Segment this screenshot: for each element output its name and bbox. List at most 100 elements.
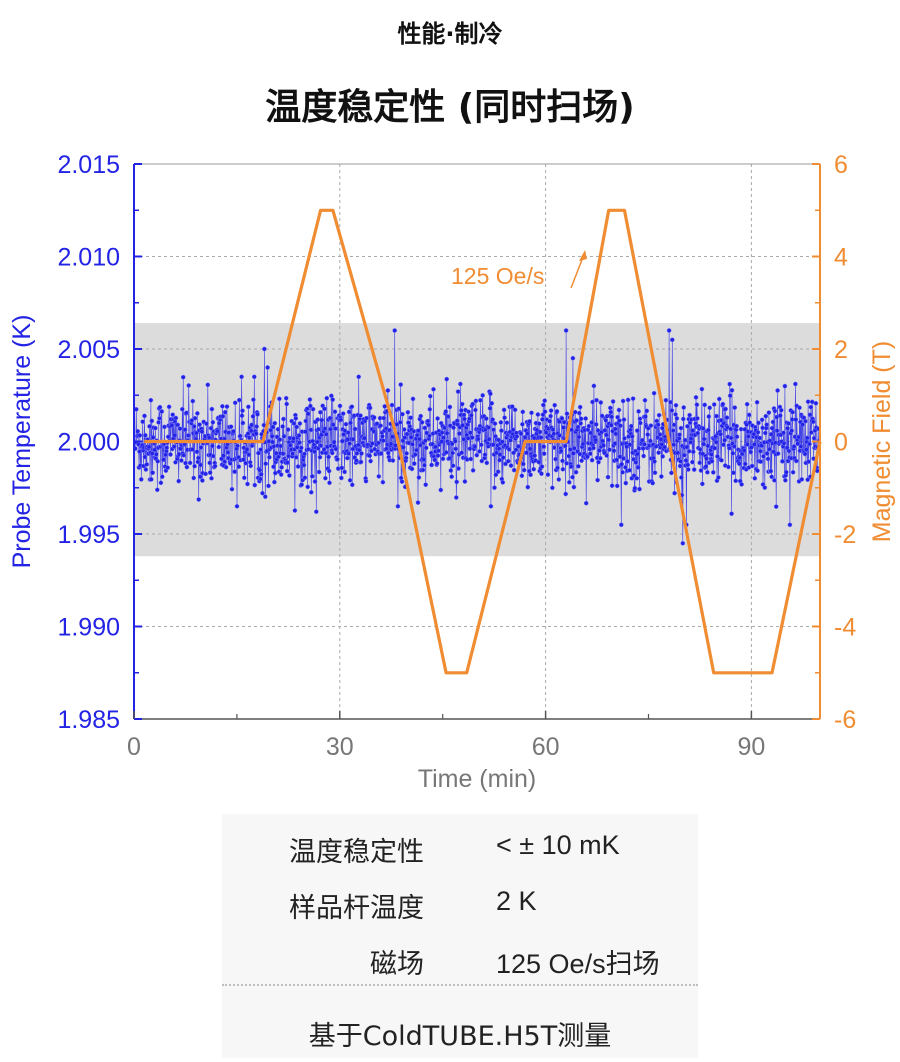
- temperature-point: [401, 444, 406, 450]
- temperature-point: [527, 446, 533, 452]
- temperature-point: [220, 403, 225, 409]
- temperature-point: [796, 434, 801, 440]
- temperature-point: [293, 454, 299, 460]
- temperature-point: [358, 459, 364, 465]
- temperature-point: [619, 461, 625, 467]
- temperature-point: [781, 440, 787, 446]
- temperature-point: [627, 467, 632, 473]
- temperature-point: [492, 485, 497, 491]
- temperature-point: [389, 402, 395, 408]
- temperature-point: [499, 428, 504, 434]
- temperature-point: [224, 404, 230, 409]
- temperature-point: [531, 466, 537, 472]
- temperature-point: [539, 471, 544, 477]
- temperature-point: [239, 413, 245, 419]
- temperature-point: [480, 393, 486, 398]
- temperature-point: [763, 413, 769, 419]
- temperature-point: [243, 460, 249, 466]
- temperature-point: [448, 468, 454, 473]
- temperature-point: [513, 447, 519, 453]
- temperature-point: [637, 486, 642, 492]
- temperature-point: [598, 400, 604, 405]
- temperature-point: [790, 469, 796, 475]
- temperature-point: [414, 432, 420, 438]
- temperature-point: [338, 417, 344, 423]
- temperature-point: [719, 457, 724, 463]
- temperature-point: [691, 467, 697, 472]
- temperature-point: [146, 444, 152, 450]
- temperature-point: [678, 458, 683, 464]
- temperature-point: [583, 416, 589, 421]
- temperature-point: [614, 483, 620, 489]
- temperature-point: [512, 407, 518, 413]
- y2-tick-label: -4: [834, 614, 856, 642]
- temperature-point: [596, 459, 601, 465]
- temperature-point: [305, 484, 311, 490]
- temperature-point: [324, 395, 330, 401]
- temperature-point: [508, 463, 514, 468]
- temperature-point: [709, 452, 714, 457]
- temperature-point: [223, 464, 229, 470]
- temperature-point: [206, 435, 212, 441]
- temperature-point: [658, 436, 664, 442]
- temperature-point: [590, 399, 595, 405]
- temperature-point: [486, 425, 491, 430]
- temperature-point: [270, 439, 275, 445]
- temperature-point: [571, 484, 577, 490]
- temperature-point: [405, 409, 411, 415]
- temperature-point: [460, 422, 465, 428]
- temperature-point: [158, 480, 164, 486]
- temperature-point: [438, 487, 444, 493]
- temperature-point: [371, 415, 377, 420]
- temperature-point: [272, 420, 278, 426]
- temperature-point: [563, 491, 569, 497]
- temperature-point: [298, 445, 304, 451]
- temperature-point: [443, 450, 449, 455]
- temperature-point: [793, 381, 798, 387]
- y-tick-label: 2.005: [57, 336, 120, 364]
- temperature-point: [623, 480, 629, 486]
- temperature-point: [583, 500, 589, 506]
- temperature-point: [483, 416, 489, 421]
- temperature-point: [450, 463, 456, 469]
- temperature-point: [184, 464, 190, 470]
- temperature-point: [703, 464, 709, 469]
- temperature-point: [721, 442, 726, 448]
- temperature-point: [263, 461, 269, 467]
- temperature-point: [498, 420, 504, 425]
- temperature-point: [203, 471, 208, 477]
- temperature-point: [681, 405, 687, 410]
- temperature-point: [739, 482, 744, 487]
- temperature-point: [186, 383, 192, 388]
- temperature-point: [346, 451, 352, 456]
- temperature-point: [253, 431, 259, 437]
- temperature-point: [672, 490, 677, 496]
- temperature-point: [215, 428, 220, 434]
- temperature-point: [712, 445, 718, 451]
- temperature-point: [431, 386, 436, 392]
- temperature-point: [614, 457, 620, 463]
- temperature-point: [195, 455, 201, 461]
- temperature-point: [677, 463, 683, 469]
- temperature-point: [190, 398, 196, 404]
- temperature-point: [350, 446, 356, 452]
- temperature-point: [349, 404, 355, 410]
- temperature-point: [608, 422, 614, 428]
- temperature-point: [575, 424, 581, 430]
- x-tick-label: 0: [127, 733, 141, 761]
- temperature-point: [522, 434, 528, 440]
- temperature-point: [787, 522, 793, 528]
- temperature-point: [380, 479, 386, 485]
- temperature-point: [380, 438, 386, 443]
- temperature-point: [607, 405, 613, 411]
- temperature-point: [685, 467, 691, 472]
- temperature-point: [303, 418, 309, 424]
- temperature-point: [452, 438, 458, 444]
- temperature-point: [189, 418, 195, 423]
- temperature-point: [465, 435, 471, 441]
- temperature-point: [595, 477, 600, 483]
- temperature-point: [542, 398, 548, 404]
- temperature-point: [170, 412, 176, 418]
- temperature-point: [327, 480, 332, 486]
- temperature-point: [403, 455, 409, 461]
